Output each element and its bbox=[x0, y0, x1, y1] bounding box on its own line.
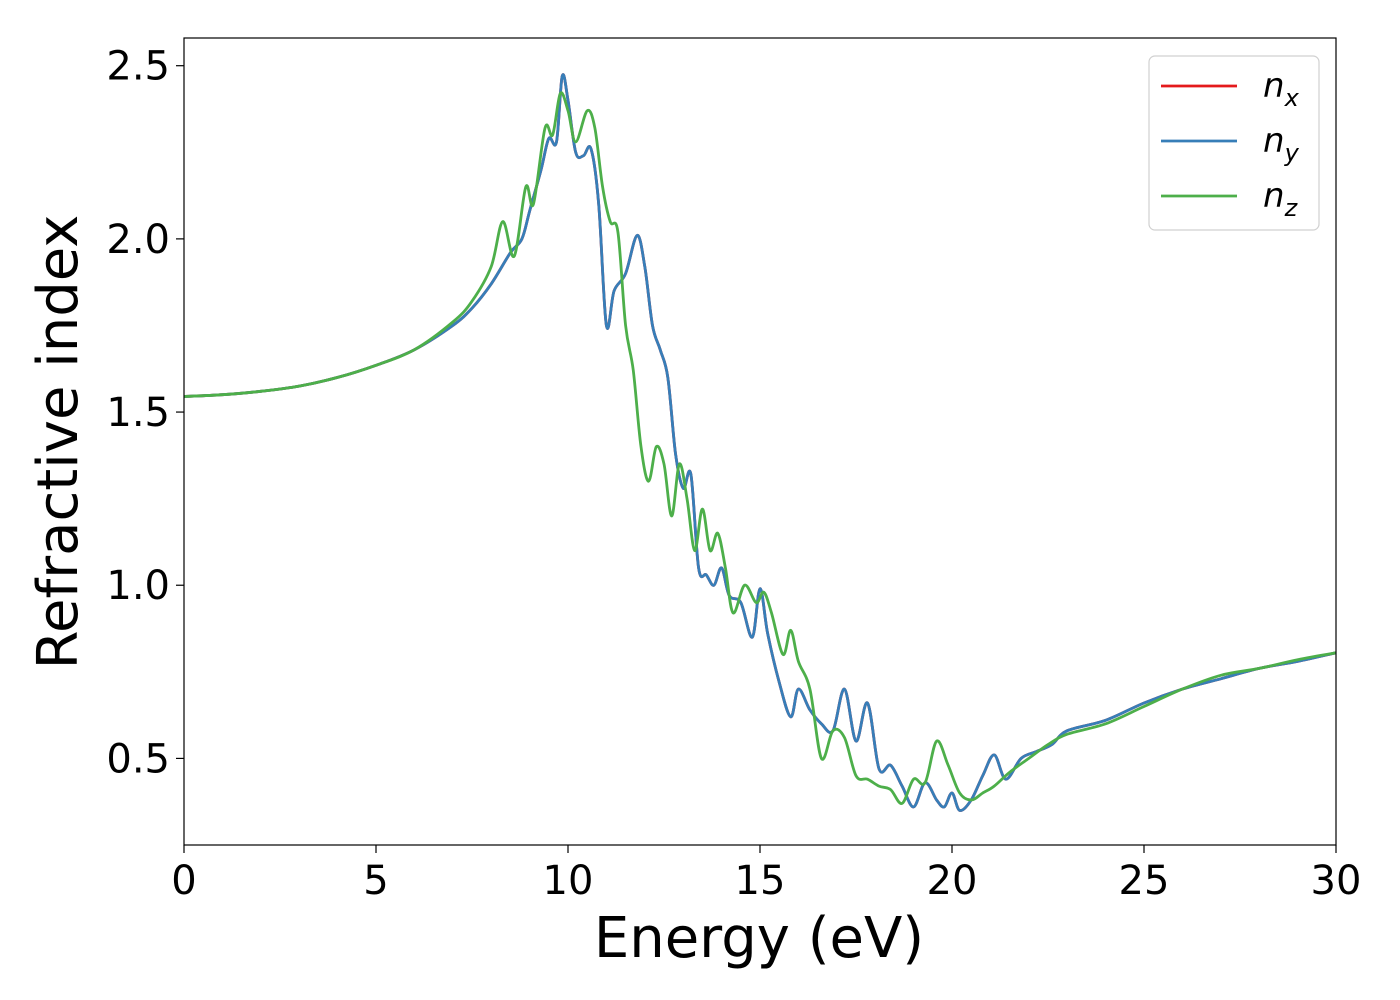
x-tick-label: 30 bbox=[1311, 858, 1362, 904]
legend-box bbox=[1148, 55, 1320, 231]
series-lines bbox=[184, 73, 1336, 812]
x-tick-label: 0 bbox=[171, 858, 196, 904]
y-tick-label: 2.5 bbox=[106, 44, 170, 90]
y-tick-label: 0.5 bbox=[106, 736, 170, 782]
x-tick-label: 20 bbox=[927, 858, 978, 904]
x-tick-label: 10 bbox=[543, 858, 594, 904]
x-tick-label: 25 bbox=[1119, 858, 1170, 904]
legend-label-ny: ny bbox=[1263, 121, 1300, 167]
x-tick-label: 5 bbox=[363, 858, 388, 904]
series-line-nz bbox=[184, 91, 1336, 805]
x-axis-title: Energy (eV) bbox=[594, 906, 924, 971]
y-axis-title: Refractive index bbox=[26, 215, 91, 670]
y-tick-label: 2.0 bbox=[106, 217, 170, 263]
x-tick-label: 15 bbox=[735, 858, 786, 904]
legend-label-nx: nx bbox=[1263, 66, 1300, 112]
y-axis: 0.5 1.0 1.5 2.0 2.5 bbox=[106, 44, 184, 782]
y-tick-label: 1.0 bbox=[106, 563, 170, 609]
x-axis: 0 5 10 15 20 25 30 bbox=[171, 845, 1361, 904]
y-tick-label: 1.5 bbox=[106, 390, 170, 436]
